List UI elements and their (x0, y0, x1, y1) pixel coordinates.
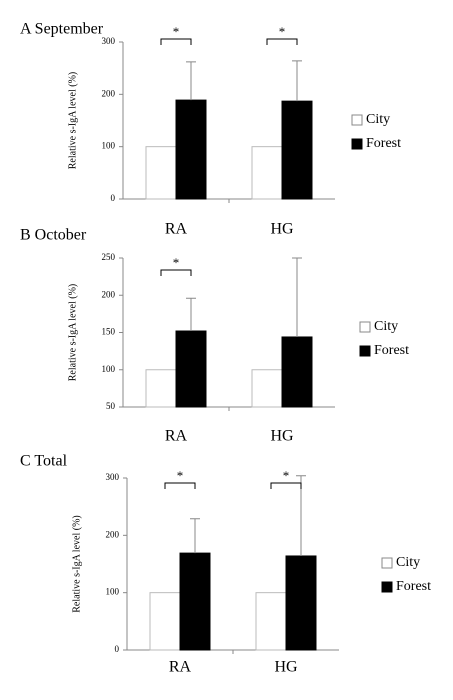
significance-label: * (177, 468, 184, 483)
panel: C Total Relative s-IgA level (%) 0 100 200 30… (20, 453, 431, 676)
legend-swatch (359, 345, 371, 357)
x-tick-label: HG (274, 659, 298, 676)
legend-label: Forest (366, 136, 401, 151)
significance-label: * (283, 468, 290, 483)
x-tick-label: HG (270, 428, 294, 445)
legend-swatch (381, 581, 393, 593)
y-tick-label: 300 (106, 472, 120, 482)
y-tick-label: 0 (111, 193, 116, 203)
significance-bracket (266, 38, 298, 45)
significance-label: * (173, 24, 180, 39)
bar (251, 369, 283, 408)
error-bar (292, 257, 302, 337)
y-tick-label: 100 (102, 364, 116, 374)
bar (149, 592, 181, 651)
bar (281, 100, 313, 200)
legend-swatch (351, 138, 363, 150)
y-axis-label: Relative s-IgA level (%) (67, 72, 78, 169)
legend-label: City (366, 112, 390, 127)
x-tick-label: RA (169, 659, 192, 676)
y-axis-label: Relative s-IgA level (%) (67, 284, 78, 381)
legend-swatch (359, 321, 371, 333)
bar (179, 552, 211, 651)
panel-title: A September (20, 21, 104, 38)
panel-title: B October (20, 227, 87, 244)
legend-swatch (381, 557, 393, 569)
error-bar (296, 475, 306, 556)
panel: B October Relative s-IgA level (%) 50 100 15… (20, 227, 409, 445)
y-tick-label: 100 (106, 587, 120, 597)
bar (145, 146, 177, 200)
significance-bracket (160, 38, 192, 45)
y-tick-label: 300 (102, 36, 116, 46)
error-bar (186, 297, 196, 332)
significance-bracket (164, 482, 196, 489)
legend-label: Forest (396, 579, 431, 594)
legend-swatch (351, 114, 363, 126)
y-tick-label: 100 (102, 141, 116, 151)
bar (281, 336, 313, 408)
x-tick-label: HG (270, 221, 294, 238)
significance-label: * (173, 255, 180, 270)
panel-title: C Total (20, 453, 68, 470)
panel: A September Relative s-IgA level (%) 0 100 2… (20, 21, 401, 238)
y-tick-label: 200 (102, 289, 116, 299)
x-tick-label: RA (165, 428, 188, 445)
bar (251, 146, 283, 200)
legend-label: City (396, 555, 420, 570)
y-axis-label: Relative s-IgA level (%) (71, 515, 82, 612)
y-tick-label: 250 (102, 252, 116, 262)
error-bar (292, 60, 302, 102)
bar (175, 330, 207, 408)
y-tick-label: 200 (102, 88, 116, 98)
legend-label: City (374, 319, 398, 334)
significance-bracket (270, 482, 302, 489)
significance-label: * (279, 24, 286, 39)
bar (145, 369, 177, 408)
bar (285, 555, 317, 651)
error-bar (186, 61, 196, 101)
y-tick-label: 0 (115, 644, 120, 654)
y-tick-label: 150 (102, 327, 116, 337)
bar (255, 592, 287, 651)
bar (175, 99, 207, 200)
y-tick-label: 50 (106, 401, 116, 411)
significance-bracket (160, 269, 192, 276)
x-tick-label: RA (165, 221, 188, 238)
legend-label: Forest (374, 343, 409, 358)
error-bar (190, 518, 200, 554)
y-tick-label: 200 (106, 529, 120, 539)
